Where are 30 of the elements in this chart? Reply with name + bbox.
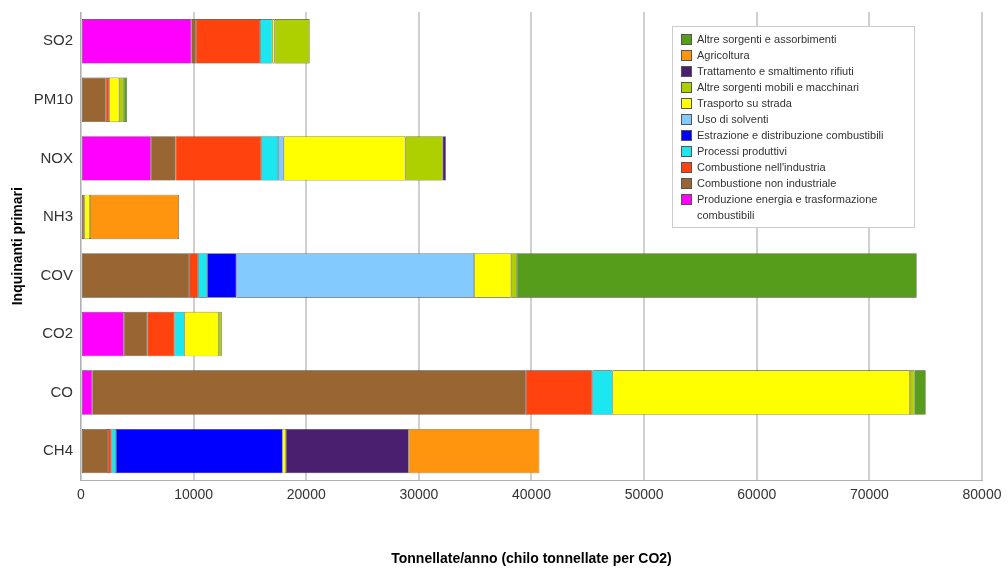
- legend-label: Agricoltura: [697, 48, 750, 63]
- y-tick-label: NOX: [40, 148, 73, 166]
- legend-label: Trasporto su strada: [697, 96, 792, 111]
- legend-label: Altre sorgenti mobili e macchinari: [697, 80, 860, 95]
- y-axis-title: Inquinanti primari: [9, 187, 26, 306]
- y-tick-label: COV: [40, 265, 73, 283]
- legend-label: Processi produttivi: [697, 144, 787, 159]
- legend-label: Estrazione e distribuzione combustibili: [697, 128, 884, 143]
- x-tick-label: 70000: [849, 485, 890, 502]
- x-tick-label: 0: [77, 485, 86, 502]
- x-tick-label: 20000: [286, 485, 326, 502]
- legend-label: Combustione nell'industria: [697, 160, 826, 175]
- y-tick-label: SO2: [42, 31, 73, 49]
- legend-label: Combustione non industriale: [697, 176, 837, 191]
- y-tick-label: PM10: [33, 89, 73, 107]
- x-tick-label: 10000: [174, 485, 214, 502]
- x-tick-label: 50000: [624, 485, 664, 502]
- legend-label: Altre sorgenti e assorbimenti: [697, 32, 837, 47]
- y-tick-label: NH3: [42, 207, 73, 225]
- x-tick-label: 40000: [512, 485, 552, 502]
- y-tick-label: CO: [50, 382, 73, 400]
- x-tick-label: 60000: [737, 485, 777, 502]
- legend-label: Trattamento e smaltimento rifiuti: [697, 64, 854, 79]
- x-axis-title: Tonnellate/anno (chilo tonnellate per CO2): [391, 550, 672, 567]
- legend-label: Uso di solventi: [697, 112, 769, 127]
- legend-label: Produzione energia e trasformazione combustibili: [697, 192, 879, 223]
- y-tick-label: CO2: [42, 324, 73, 342]
- x-tick-label: 30000: [399, 485, 439, 502]
- x-tick-label: 80000: [962, 485, 1002, 502]
- y-tick-label: CH4: [42, 441, 73, 459]
